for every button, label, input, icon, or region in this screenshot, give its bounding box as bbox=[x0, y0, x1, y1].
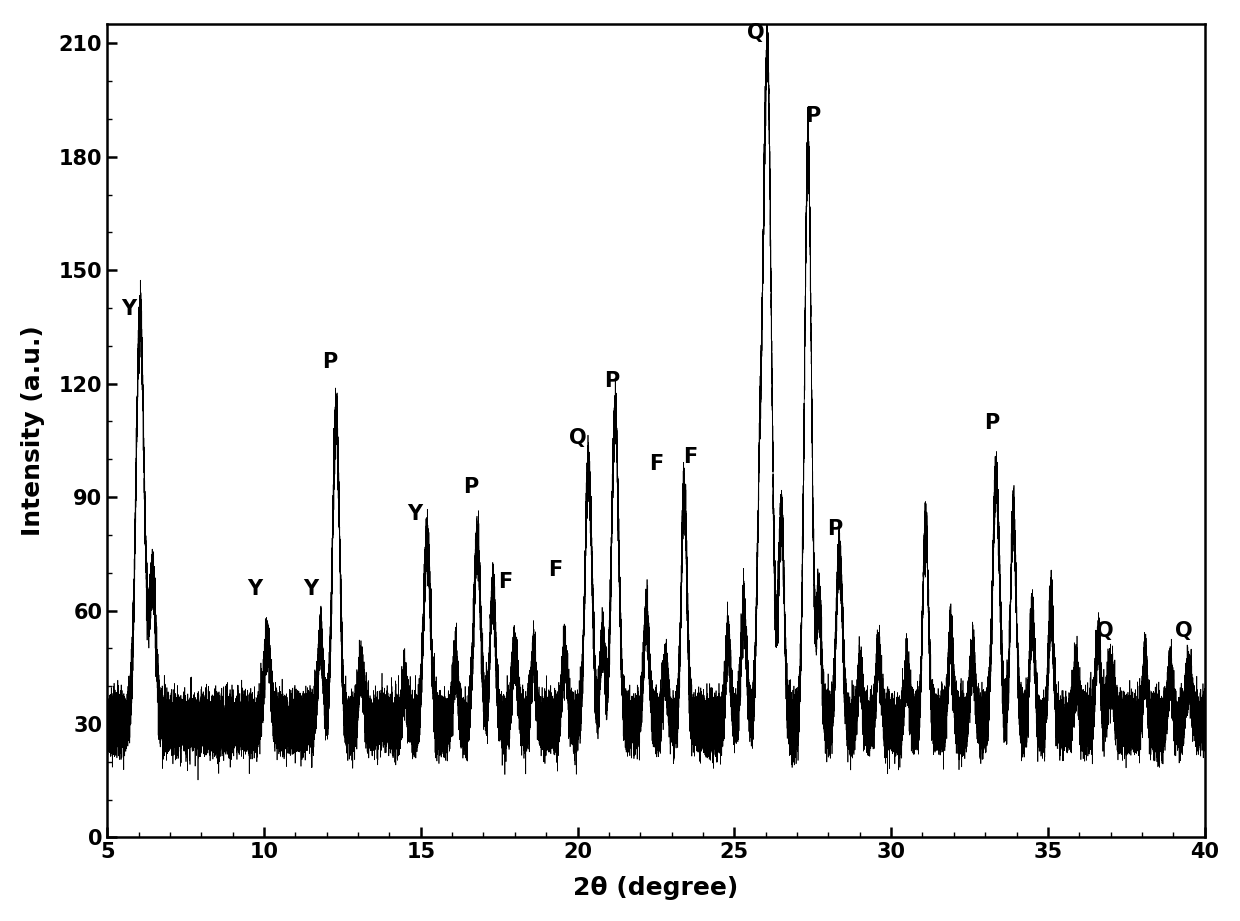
Text: Q: Q bbox=[1095, 621, 1114, 641]
Text: Y: Y bbox=[304, 579, 319, 600]
Text: P: P bbox=[827, 519, 842, 539]
X-axis label: 2θ (degree): 2θ (degree) bbox=[573, 876, 739, 900]
Text: F: F bbox=[498, 572, 512, 591]
Text: F: F bbox=[548, 560, 563, 580]
Text: P: P bbox=[805, 107, 821, 126]
Text: Y: Y bbox=[407, 504, 422, 523]
Text: F: F bbox=[649, 454, 663, 474]
Text: P: P bbox=[322, 352, 337, 372]
Text: F: F bbox=[683, 447, 698, 467]
Text: Q: Q bbox=[569, 428, 587, 448]
Text: P: P bbox=[604, 371, 620, 391]
Text: Q: Q bbox=[1176, 621, 1193, 641]
Text: P: P bbox=[983, 413, 999, 433]
Text: Y: Y bbox=[122, 299, 136, 320]
Text: P: P bbox=[464, 477, 479, 497]
Text: Q: Q bbox=[748, 23, 765, 43]
Y-axis label: Intensity (a.u.): Intensity (a.u.) bbox=[21, 325, 45, 536]
Text: Y: Y bbox=[247, 579, 262, 600]
